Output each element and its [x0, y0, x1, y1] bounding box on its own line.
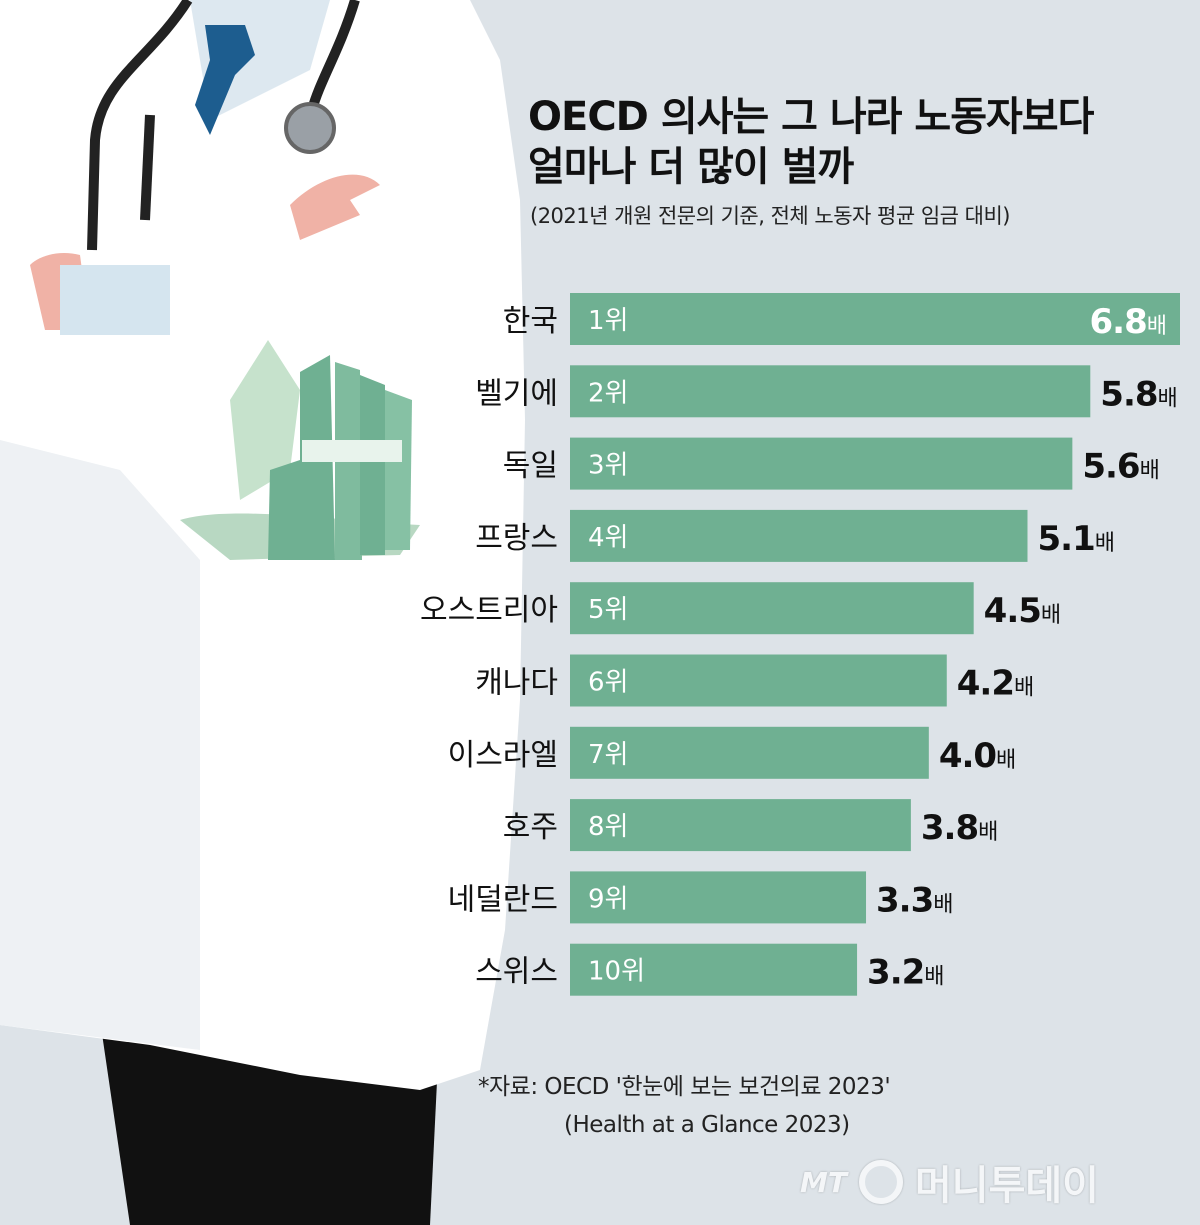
bar-group: 프랑스 4위 5.1배: [475, 509, 1115, 562]
bar: [570, 799, 911, 852]
bar-group: 호주 8위 3.8배: [503, 799, 998, 852]
category-label: 호주: [503, 810, 558, 845]
bar-group: 한국 1위 6.8배: [503, 293, 1180, 345]
bar: [570, 365, 1091, 418]
category-label: 스위스: [475, 955, 558, 990]
value-label: 3.3배: [876, 880, 952, 920]
source-line-2: (Health at a Glance 2023): [564, 1112, 850, 1138]
rank-label: 3위: [588, 451, 628, 481]
bar: [570, 582, 974, 635]
value-label: 4.2배: [957, 664, 1033, 704]
category-label: 이스라엘: [448, 738, 558, 773]
logo-name-text: 머니투데이: [914, 1163, 1099, 1209]
bar: [570, 871, 867, 924]
rank-label: 6위: [588, 668, 628, 698]
value-label: 5.1배: [1038, 519, 1114, 559]
logo-mt-text: MT: [800, 1165, 847, 1199]
value-label: 3.2배: [867, 953, 943, 993]
value-label: 3.8배: [921, 808, 997, 848]
bar: [570, 943, 858, 996]
rank-label: 4위: [588, 523, 628, 553]
value-label: 5.6배: [1082, 447, 1158, 487]
moneytoday-logo: MT 머니투데이: [800, 1147, 1099, 1217]
bar: [570, 437, 1073, 490]
category-label: 독일: [503, 449, 558, 484]
bar-group: 독일 3위 5.6배: [503, 437, 1160, 490]
bar: [570, 726, 929, 779]
rank-label: 10위: [588, 957, 645, 987]
rank-label: 2위: [588, 378, 628, 408]
chart-subtitle: (2021년 개원 전문의 기준, 전체 노동자 평균 임금 대비): [530, 204, 1011, 228]
rank-label: 5위: [588, 595, 628, 625]
value-label: 4.5배: [984, 591, 1060, 631]
rank-label: 9위: [588, 884, 628, 914]
source-note: *자료: OECD '한눈에 보는 보건의료 2023' (Health at …: [478, 1068, 891, 1144]
title-line-1: OECD 의사는 그 나라 노동자보다: [528, 94, 1094, 140]
bar-group: 이스라엘 7위 4.0배: [448, 726, 1016, 779]
title-line-2: 얼마나 더 많이 벌까: [528, 144, 854, 190]
category-label: 한국: [503, 304, 558, 339]
category-label: 네덜란드: [448, 882, 558, 917]
value-label: 6.8배: [1090, 302, 1166, 342]
bar-group: 오스트리아 5위 4.5배: [420, 582, 1061, 635]
stethoscope-icon: [87, 0, 193, 251]
bar-group: 스위스 10위 3.2배: [475, 943, 945, 996]
bar: [570, 293, 1180, 345]
bar-group: 네덜란드 9위 3.3배: [448, 871, 954, 924]
rank-label: 7위: [588, 740, 628, 770]
hand: [290, 174, 380, 240]
category-label: 벨기에: [475, 376, 558, 411]
category-label: 프랑스: [475, 521, 558, 556]
bar-group: 캐나다 6위 4.2배: [475, 654, 1034, 707]
tie-icon: [195, 25, 255, 135]
value-label: 5.8배: [1100, 374, 1176, 414]
source-line-1: *자료: OECD '한눈에 보는 보건의료 2023': [478, 1074, 891, 1100]
rank-label: 1위: [588, 306, 628, 336]
chart-title: OECD 의사는 그 나라 노동자보다 얼마나 더 많이 벌까: [528, 92, 1188, 192]
logo-circle-icon: [858, 1160, 903, 1204]
value-label: 4.0배: [939, 736, 1015, 776]
category-label: 오스트리아: [420, 593, 558, 628]
rank-label: 8위: [588, 812, 628, 842]
bar: [570, 654, 947, 707]
category-label: 캐나다: [475, 666, 558, 701]
bar: [570, 509, 1028, 562]
bar-group: 벨기에 2위 5.8배: [475, 365, 1178, 418]
money-icon: [180, 340, 420, 560]
